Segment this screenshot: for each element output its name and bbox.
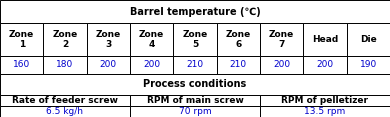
Text: 180: 180 <box>57 60 74 69</box>
Text: 190: 190 <box>360 60 377 69</box>
Text: 200: 200 <box>100 60 117 69</box>
Bar <box>0 0 390 23</box>
Text: RPM of pelletizer: RPM of pelletizer <box>282 96 369 105</box>
Text: 200: 200 <box>316 60 333 69</box>
Bar <box>217 56 260 74</box>
Text: Zone
5: Zone 5 <box>183 30 207 49</box>
Bar <box>260 95 390 106</box>
Text: Zone
6: Zone 6 <box>226 30 251 49</box>
Bar <box>130 106 260 117</box>
Bar <box>347 23 390 56</box>
Bar <box>303 23 347 56</box>
Bar <box>347 56 390 74</box>
Bar <box>87 23 130 56</box>
Text: 160: 160 <box>13 60 30 69</box>
Bar <box>0 106 130 117</box>
Text: Die: Die <box>360 35 377 44</box>
Text: Barrel temperature (℃): Barrel temperature (℃) <box>129 7 261 17</box>
Text: Zone
4: Zone 4 <box>139 30 164 49</box>
Text: Zone
3: Zone 3 <box>96 30 121 49</box>
Bar <box>217 23 260 56</box>
Text: 210: 210 <box>186 60 204 69</box>
Bar <box>0 56 43 74</box>
Text: 200: 200 <box>143 60 160 69</box>
Text: Head: Head <box>312 35 338 44</box>
Bar <box>130 23 173 56</box>
Bar <box>43 23 87 56</box>
Text: 6.5 kg/h: 6.5 kg/h <box>46 107 83 116</box>
Text: RPM of main screw: RPM of main screw <box>147 96 243 105</box>
Bar <box>260 106 390 117</box>
Text: Rate of feeder screw: Rate of feeder screw <box>12 96 118 105</box>
Bar <box>130 56 173 74</box>
Bar <box>173 23 217 56</box>
Text: 13.5 rpm: 13.5 rpm <box>304 107 346 116</box>
Bar <box>0 74 390 95</box>
Text: 70 rpm: 70 rpm <box>179 107 211 116</box>
Text: 200: 200 <box>273 60 290 69</box>
Bar <box>260 23 303 56</box>
Bar <box>130 95 260 106</box>
Bar <box>0 23 43 56</box>
Text: Zone
2: Zone 2 <box>52 30 78 49</box>
Bar <box>87 56 130 74</box>
Text: Zone
7: Zone 7 <box>269 30 294 49</box>
Bar <box>173 56 217 74</box>
Text: Zone
1: Zone 1 <box>9 30 34 49</box>
Bar <box>0 95 130 106</box>
Bar <box>303 56 347 74</box>
Bar <box>260 56 303 74</box>
Bar <box>43 56 87 74</box>
Text: Process conditions: Process conditions <box>144 79 246 89</box>
Text: 210: 210 <box>230 60 247 69</box>
